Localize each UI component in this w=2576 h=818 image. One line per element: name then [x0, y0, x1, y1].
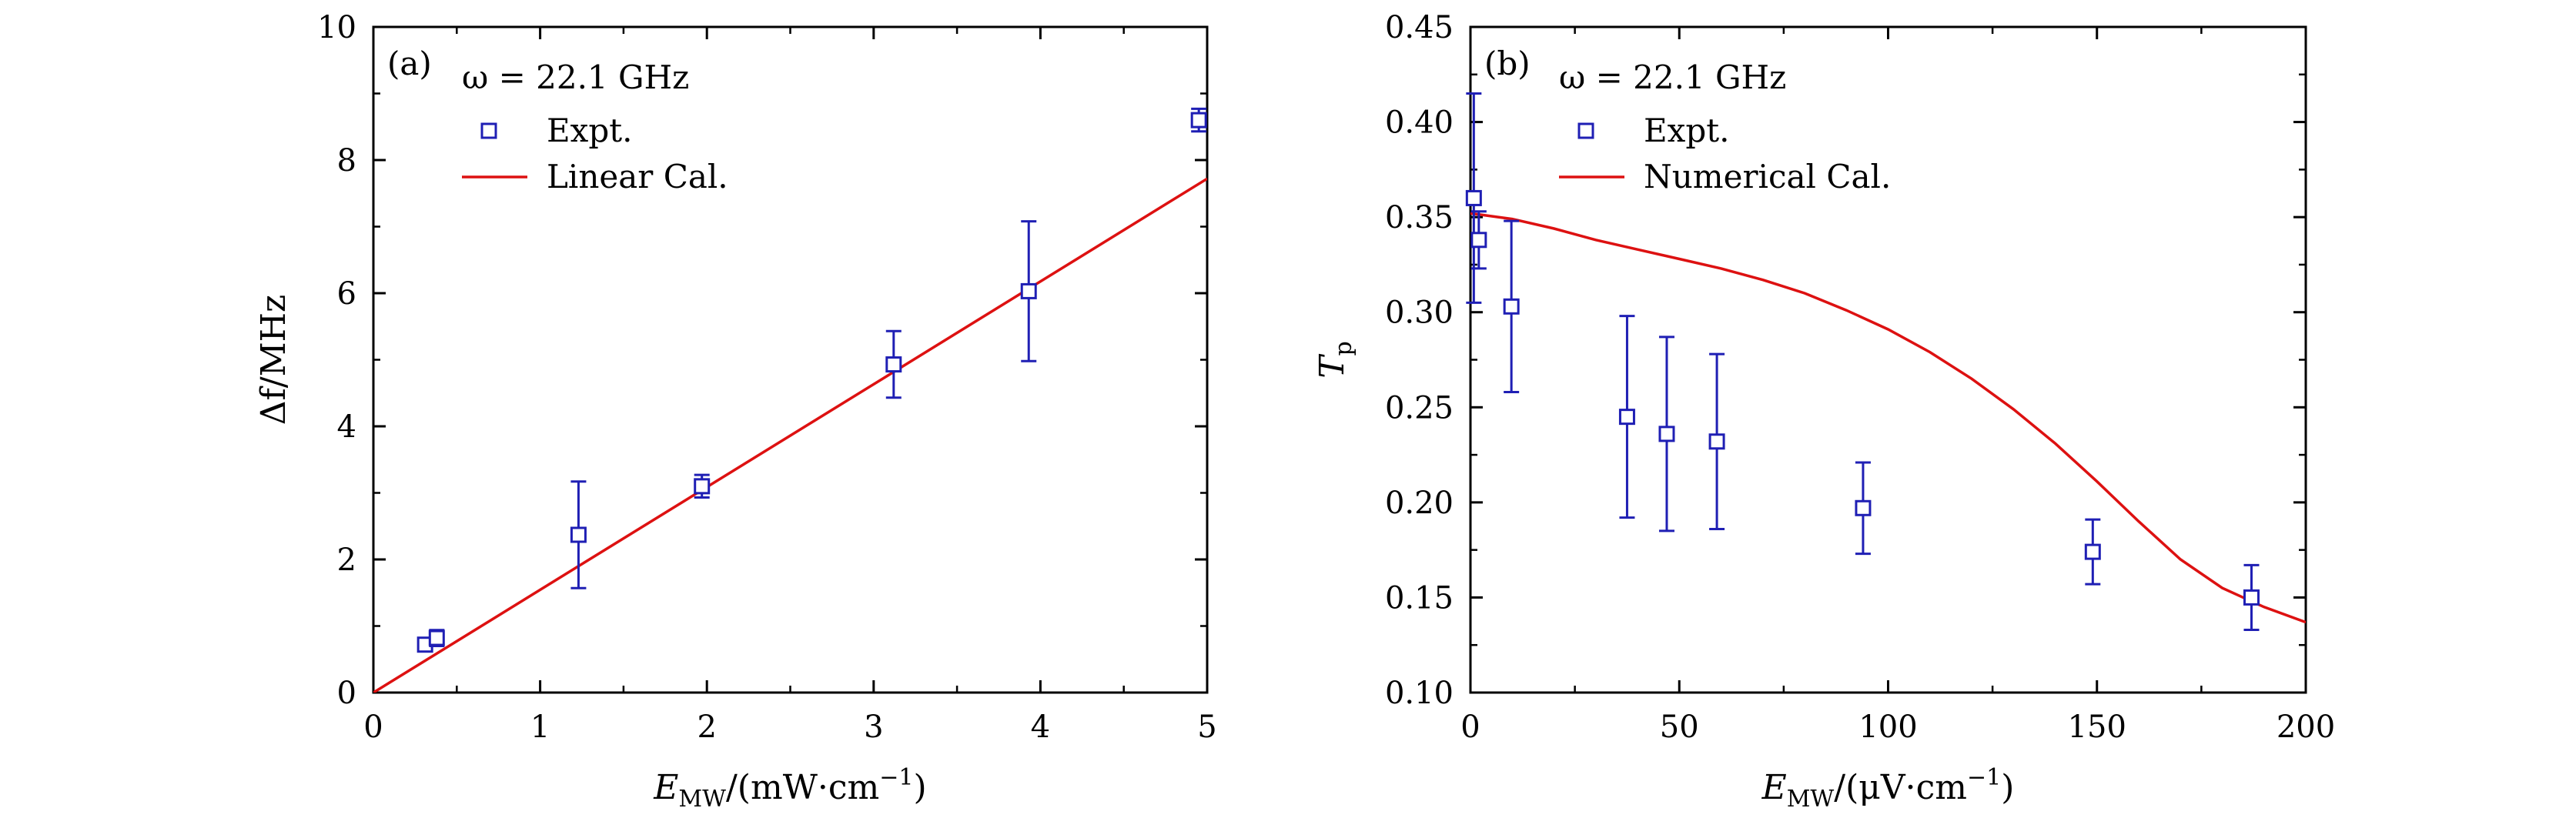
data-point-marker [1465, 189, 1482, 206]
data-point-marker [694, 478, 711, 495]
x-axis-label: EMW/(μV·cm−1) [1761, 764, 2015, 813]
y-tick-label: 6 [337, 276, 356, 312]
x-axis-label: EMW/(mW·cm−1) [653, 764, 926, 813]
y-tick-label: 10 [317, 10, 356, 45]
y-axis-symbol: T [1313, 353, 1352, 379]
y-axis-label: Tp [1313, 341, 1357, 379]
plot-frame [1469, 25, 2307, 694]
x-tick-label: 0 [363, 709, 383, 745]
y-tick-label: 2 [337, 543, 356, 578]
x-tick-label: 50 [1660, 709, 1699, 745]
data-point-marker [1855, 499, 1872, 516]
data-point-marker [1190, 112, 1207, 129]
x-axis-exponent: −1 [879, 764, 913, 791]
x-axis-unit: /(mW·cm [726, 768, 879, 807]
data-point-marker [2243, 589, 2260, 606]
legend-label-calc: Linear Cal. [547, 158, 728, 195]
y-axis-label: Δf/MHz [254, 295, 293, 426]
x-axis-close: ) [2001, 768, 2014, 807]
x-tick-label: 0 [1460, 709, 1480, 745]
data-point-marker [1503, 298, 1520, 315]
x-axis-symbol: E [1761, 768, 1787, 807]
x-axis-exponent: −1 [1967, 764, 2001, 791]
y-tick-label: 0.40 [1385, 105, 1454, 141]
plot-frame [372, 25, 1209, 694]
x-tick-label: 150 [2068, 709, 2126, 745]
data-point-marker [1020, 282, 1037, 299]
y-tick-label: 0 [337, 676, 356, 711]
legend-marker-symbol [480, 122, 497, 139]
y-tick-label: 0.15 [1385, 580, 1454, 616]
y-tick-label: 0.25 [1385, 390, 1454, 426]
x-tick-label: 3 [864, 709, 883, 745]
y-tick-label: 0.20 [1385, 486, 1454, 521]
x-tick-label: 100 [1858, 709, 1917, 745]
x-tick-label: 1 [530, 709, 550, 745]
panel-a-chart: 0 1 2 3 4 5 0 2 4 6 8 10 EMW/(mW·cm−1) Δf/MHz (a) ω = 2… [254, 10, 1217, 813]
data-point-marker [570, 526, 587, 543]
data-point-marker [1470, 232, 1487, 249]
panel-label: (b) [1484, 45, 1531, 82]
x-axis-subscript: MW [678, 786, 726, 813]
data-point-marker [1658, 426, 1675, 442]
frequency-annotation: ω = 22.1 GHz [462, 58, 689, 96]
x-axis-unit: /(μV·cm [1834, 768, 1967, 807]
legend-marker-symbol [1577, 122, 1594, 139]
data-point-marker [1708, 433, 1725, 450]
x-axis-subscript: MW [1787, 786, 1835, 813]
y-tick-label: 0.45 [1385, 10, 1454, 45]
y-tick-label: 0.10 [1385, 676, 1454, 711]
y-tick-label: 8 [337, 143, 356, 179]
frequency-annotation: ω = 22.1 GHz [1559, 58, 1786, 96]
x-tick-label: 2 [697, 709, 716, 745]
legend-label-calc: Numerical Cal. [1644, 158, 1891, 195]
legend-label-expt: Expt. [547, 112, 632, 149]
x-axis-close: ) [914, 768, 927, 807]
legend-label-expt: Expt. [1644, 112, 1729, 149]
data-point-marker [1618, 409, 1635, 426]
panel-label: (a) [387, 45, 432, 82]
x-tick-label: 200 [2277, 709, 2335, 745]
x-tick-label: 4 [1031, 709, 1050, 745]
data-point-marker [885, 356, 902, 373]
data-point-marker [428, 629, 445, 646]
x-axis-symbol: E [653, 768, 678, 807]
data-point-marker [2084, 543, 2101, 560]
y-axis-subscript: p [1330, 341, 1357, 356]
calc-curve-line [1470, 212, 2306, 624]
x-tick-label: 5 [1197, 709, 1216, 745]
calc-curve-line [373, 177, 1207, 693]
panel-b-chart: 0 50 100 150 200 0.10 0.15 0.20 0.25 0.30 0.35 0.40… [1313, 10, 2335, 813]
y-tick-label: 0.30 [1385, 295, 1454, 331]
y-tick-label: 0.35 [1385, 200, 1454, 235]
y-tick-label: 4 [337, 409, 356, 445]
